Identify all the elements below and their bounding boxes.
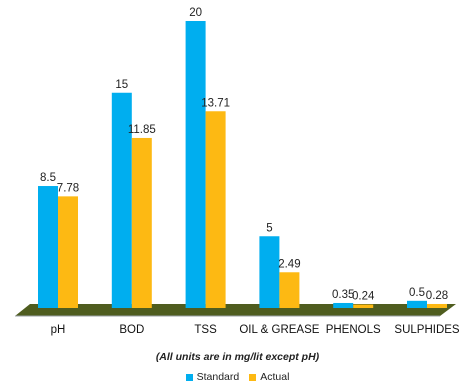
- data-label-actual-4: 0.24: [352, 291, 375, 303]
- data-label-actual-5: 0.28: [426, 290, 448, 302]
- category-label-2: TSS: [194, 324, 217, 336]
- data-label-standard-4: 0.35: [332, 289, 354, 301]
- bars-layer: [38, 21, 447, 308]
- legend-label-standard: Standard: [196, 371, 240, 383]
- bar-actual-0: [58, 196, 78, 308]
- legend: Standard Actual: [0, 371, 475, 383]
- chart-floor: [15, 304, 456, 316]
- bar-actual-5: [427, 303, 447, 308]
- data-label-standard-2: 20: [189, 7, 202, 19]
- category-labels-layer: pH BOD TSS OIL & GREASE PHENOLS SULPHIDES: [51, 324, 460, 336]
- bar-actual-1: [131, 137, 152, 308]
- data-label-standard-5: 0.5: [409, 287, 425, 299]
- value-labels-layer: 8.57.78 15 11.85 20 13.71 5 2.49 0.350.24 0.5 0.2…: [40, 7, 448, 303]
- bar-standard-5: [407, 300, 427, 308]
- category-label-4: PHENOLS: [326, 324, 381, 336]
- data-label-actual-1: 11.85: [128, 124, 156, 136]
- bar-actual-4: [353, 304, 374, 308]
- data-label-standard-3: 5: [266, 222, 272, 234]
- category-label-5: SULPHIDES: [394, 324, 460, 336]
- chart-floor-layer: [15, 304, 456, 317]
- bar-actual-3: [279, 272, 300, 308]
- legend-swatch-actual: [249, 373, 257, 381]
- data-label-actual-3: 2.49: [278, 258, 300, 270]
- data-label-actual-0: 7.78: [57, 182, 79, 194]
- legend-item-actual: Actual: [249, 371, 289, 383]
- legend-swatch-standard: [185, 373, 193, 381]
- legend-label-actual: Actual: [260, 371, 290, 383]
- bar-standard-2: [185, 21, 206, 308]
- legend-item-standard: Standard: [185, 371, 240, 383]
- bar-standard-4: [333, 302, 354, 308]
- data-label-standard-1: 15: [115, 79, 128, 91]
- data-label-standard-0: 8.5: [40, 172, 56, 184]
- units-note: (All units are in mg/lit except pH): [155, 351, 320, 363]
- data-label-actual-2: 13.71: [201, 97, 230, 109]
- category-label-1: BOD: [119, 324, 144, 336]
- category-label-3: OIL & GREASE: [239, 324, 319, 336]
- bar-standard-1: [111, 92, 132, 308]
- category-label-0: pH: [51, 324, 66, 336]
- bar-standard-0: [38, 186, 58, 308]
- bar-actual-2: [205, 111, 226, 308]
- bar-standard-3: [259, 236, 280, 308]
